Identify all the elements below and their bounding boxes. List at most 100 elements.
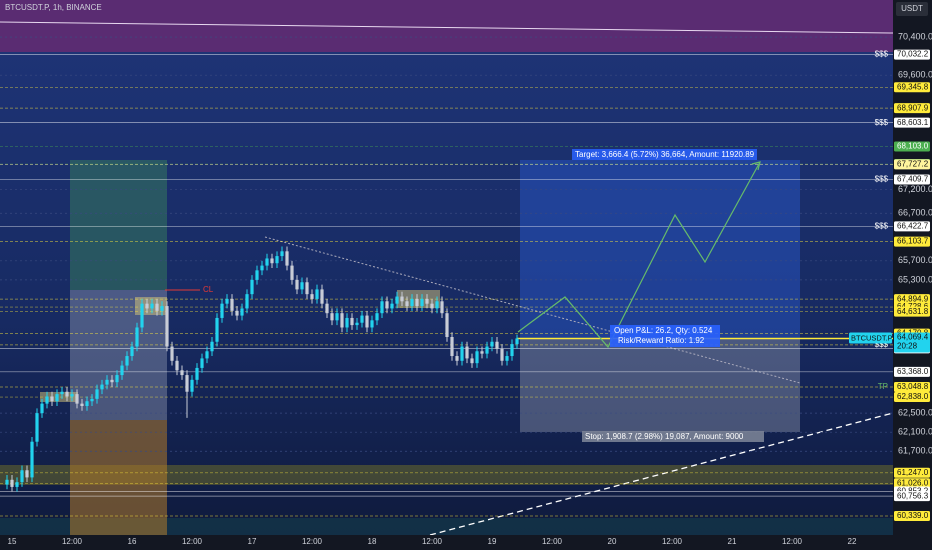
candle-body	[260, 265, 264, 271]
candle-body	[450, 336, 454, 357]
candle-body	[135, 327, 139, 347]
price-label: 64,631.8	[897, 307, 929, 316]
candle-body	[415, 298, 419, 307]
x-tick-label: 19	[488, 537, 497, 546]
trend-line	[264, 236, 801, 384]
pnl-box	[610, 325, 720, 347]
candle-body	[195, 367, 199, 380]
y-tick-label: 70,400.0	[898, 32, 932, 42]
candle-body	[165, 306, 169, 347]
x-tick-label: 20	[608, 537, 617, 546]
stop-label: Stop: 1,908.7 (2.98%) 19,087, Amount: 90…	[585, 432, 744, 441]
candle-body	[205, 351, 209, 359]
candle-body	[350, 317, 354, 326]
y-tick-label: 66,700.0	[898, 208, 932, 218]
level-tag: $$$	[875, 222, 889, 231]
x-tick-label: 12:00	[782, 537, 803, 546]
x-tick-label: 17	[248, 537, 257, 546]
stop-zone	[520, 338, 800, 432]
price-label: 60,339.0	[897, 511, 929, 520]
zone-teal	[0, 518, 893, 535]
level-tag: $$$	[875, 340, 889, 349]
candle-body	[95, 389, 99, 399]
candle-body	[10, 479, 14, 487]
current-price-box	[894, 332, 930, 353]
candle-body	[45, 396, 49, 404]
candle-body	[330, 313, 334, 321]
price-label-box	[894, 511, 930, 522]
candle-body	[365, 315, 369, 328]
candle-body	[140, 303, 144, 328]
zone-green	[70, 160, 167, 290]
currency: USDT	[901, 4, 923, 13]
price-label-box	[894, 117, 930, 128]
y-tick-label: 62,500.0	[898, 408, 932, 418]
candle-body	[110, 379, 114, 383]
price-label-box	[894, 392, 930, 403]
candle-body	[515, 338, 519, 345]
price-label-box	[894, 159, 930, 170]
price-label-box	[894, 236, 930, 247]
price-label-box	[894, 294, 930, 305]
candle-body	[115, 375, 119, 383]
candle-body	[230, 298, 234, 311]
price-label-box	[894, 49, 930, 60]
candle-body	[150, 303, 154, 309]
candle-body	[200, 358, 204, 368]
target-label-box	[572, 149, 757, 160]
candle-body	[25, 470, 29, 478]
candle-body	[390, 303, 394, 309]
price-label-box	[894, 366, 930, 377]
candle-body	[395, 296, 399, 304]
countdown: 20:28	[897, 342, 918, 351]
pnl-label: Open P&L: 26.2, Qty: 0.524	[614, 326, 713, 335]
chart-title: BTCUSDT.P, 1h, BINANCE	[5, 3, 102, 12]
candle-body	[445, 313, 449, 337]
zone-orange	[70, 420, 167, 535]
x-tick-label: 22	[848, 537, 857, 546]
current-price-label: 64,069.4	[897, 333, 929, 342]
candle-body	[240, 308, 244, 316]
candle-body	[495, 341, 499, 349]
candle-body	[400, 296, 404, 302]
price-label: 67,409.7	[897, 175, 929, 184]
candle-body	[120, 365, 124, 376]
x-tick-label: 15	[8, 537, 17, 546]
y-tick-label: 67,200.0	[898, 184, 932, 194]
x-tick-label: 12:00	[182, 537, 203, 546]
candle-body	[300, 282, 304, 290]
candle-body	[325, 303, 329, 314]
candle-body	[385, 301, 389, 309]
candle-body	[480, 351, 484, 354]
symbol-box	[849, 332, 892, 344]
candle-body	[465, 346, 469, 359]
candle-body	[310, 294, 314, 299]
price-label-box	[894, 103, 930, 114]
candle-body	[440, 301, 444, 314]
candle-body	[185, 375, 189, 392]
price-label: 68,103.0	[897, 142, 929, 151]
candle-body	[90, 398, 94, 402]
candle-body	[15, 482, 19, 487]
level-tag: $$$	[875, 118, 889, 127]
candle-body	[235, 310, 239, 316]
candle-body	[265, 258, 269, 266]
rr-label: Risk/Reward Ratio: 1.92	[618, 336, 705, 345]
candle-body	[355, 322, 359, 326]
x-tick-label: 12:00	[62, 537, 83, 546]
x-tick-label: 12:00	[302, 537, 323, 546]
y-tick-label: 69,600.0	[898, 70, 932, 80]
candle-body	[130, 346, 134, 357]
price-label-box	[894, 467, 930, 478]
candle-body	[375, 313, 379, 321]
trend-line	[0, 21, 894, 34]
x-tick-label: 18	[368, 537, 377, 546]
y-tick-label: 65,300.0	[898, 274, 932, 284]
price-label: 66,103.7	[897, 237, 929, 246]
candle-body	[160, 306, 164, 311]
candle-body	[280, 251, 284, 257]
candle-body	[225, 298, 229, 304]
projection-path	[517, 161, 761, 349]
candle-body	[30, 441, 34, 478]
